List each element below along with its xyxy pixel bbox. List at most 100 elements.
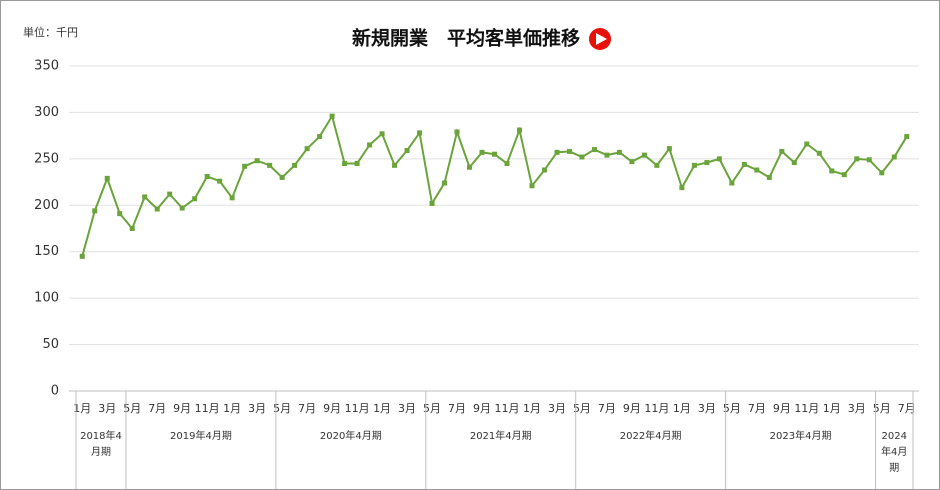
x-tick-label: 3月 [248, 402, 266, 415]
x-tick-label: 3月 [98, 402, 116, 415]
group-label: 2023年4月期 [769, 431, 832, 442]
group-label: 2022年4月期 [619, 431, 682, 442]
x-tick-label: 5月 [723, 402, 741, 415]
marker [529, 183, 535, 189]
marker [154, 206, 160, 212]
marker [429, 200, 435, 206]
y-tick-label: 150 [34, 244, 59, 259]
y-tick-label: 0 [51, 384, 59, 399]
marker [604, 152, 610, 158]
marker [616, 149, 622, 155]
x-tick-label: 1月 [73, 402, 91, 415]
marker [641, 152, 647, 158]
x-tick-label: 9月 [773, 402, 791, 415]
group-label: 2019年4月期 [170, 431, 232, 442]
y-tick-label: 200 [34, 198, 59, 213]
marker [741, 161, 747, 167]
x-tick-label: 11月 [345, 402, 370, 415]
marker [879, 170, 885, 176]
marker [242, 163, 248, 169]
x-tick-label: 11月 [794, 402, 819, 415]
x-tick-label: 7月 [448, 402, 466, 415]
x-tick-label: 7月 [898, 402, 916, 415]
marker [504, 161, 510, 166]
marker [367, 142, 373, 148]
marker [342, 161, 348, 166]
x-tick-label: 3月 [848, 402, 866, 415]
marker [654, 162, 660, 168]
x-tick-label: 11月 [644, 402, 669, 415]
marker [117, 211, 123, 217]
x-tick-label: 7月 [598, 402, 616, 415]
marker [666, 146, 672, 152]
marker [766, 174, 772, 180]
marker [267, 162, 273, 168]
marker [841, 172, 847, 178]
marker [92, 208, 98, 214]
marker [279, 174, 285, 180]
x-tick-label: 5月 [273, 402, 291, 415]
marker [566, 148, 572, 154]
x-tick-label: 7月 [148, 402, 166, 415]
marker [129, 226, 135, 231]
marker [354, 161, 360, 166]
marker [392, 162, 398, 168]
marker [229, 195, 235, 201]
x-tick-label: 1月 [523, 402, 541, 415]
marker [192, 196, 198, 202]
x-tick-label: 11月 [494, 402, 519, 415]
marker [142, 194, 148, 200]
y-tick-label: 300 [34, 105, 59, 120]
unit-label: 単位：千円 [23, 25, 78, 39]
marker [891, 154, 897, 160]
marker [304, 146, 310, 152]
line [81, 113, 908, 257]
y-tick-label: 100 [34, 291, 59, 306]
x-tick-label: 5月 [573, 402, 591, 415]
marker [516, 127, 522, 133]
x-tick-label: 3月 [698, 402, 716, 415]
marker [729, 180, 735, 186]
marker [854, 156, 860, 162]
marker [442, 180, 448, 186]
x-tick-label: 11月 [195, 402, 220, 415]
x-tick-label: 9月 [473, 402, 491, 415]
x-tick-label: 1月 [373, 402, 391, 415]
marker [629, 159, 635, 165]
marker [329, 113, 335, 119]
marker [292, 162, 298, 168]
marker [679, 185, 685, 191]
x-tick-label: 7月 [748, 402, 766, 415]
y-tick-label: 250 [34, 151, 59, 166]
marker [167, 191, 173, 197]
marker [417, 130, 423, 136]
y-tick-label: 350 [34, 59, 59, 74]
marker [866, 157, 872, 163]
marker [791, 160, 797, 166]
x-tick-label: 7月 [298, 402, 316, 415]
x-tick-label: 5月 [123, 402, 141, 415]
marker [816, 150, 822, 156]
marker [754, 167, 760, 173]
group-label: 2024年4月期 [881, 431, 908, 474]
marker [541, 167, 547, 173]
x-tick-label: 5月 [873, 402, 891, 415]
marker [317, 134, 323, 140]
chart-title: 新規開業 平均客単価推移 [352, 27, 580, 50]
marker [254, 158, 260, 164]
marker [179, 205, 185, 211]
marker [467, 164, 473, 170]
x-tick-label: 1月 [823, 402, 841, 415]
marker [492, 151, 497, 157]
marker [104, 175, 110, 181]
play-icon [589, 28, 612, 50]
marker [829, 168, 835, 174]
marker [904, 134, 910, 140]
x-tick-label: 5月 [423, 402, 441, 415]
marker [804, 141, 810, 147]
group-label: 2021年4月期 [469, 431, 532, 442]
marker [579, 154, 585, 160]
marker [379, 131, 385, 137]
